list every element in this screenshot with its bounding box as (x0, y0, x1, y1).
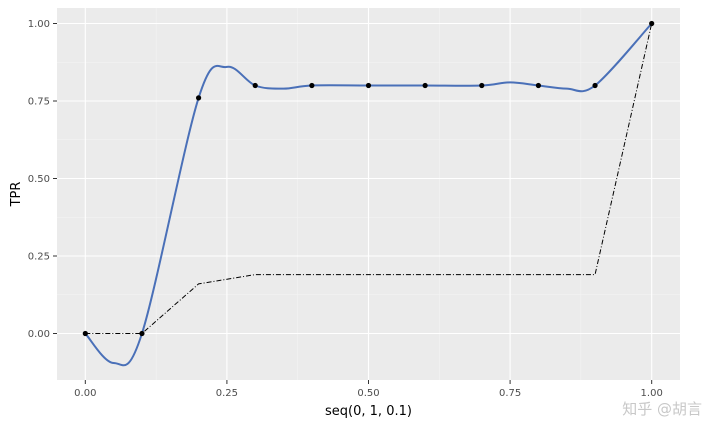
y-axis-title: TPR (9, 182, 24, 208)
axis-ticks: 0.00 0.25 0.50 0.75 1.00 0.00 0.25 0.50 0.75 1.00 (28, 19, 663, 399)
data-point (195, 95, 202, 101)
data-point (139, 330, 145, 337)
watermark: 知乎 @胡言 (622, 400, 702, 418)
dashdot-line (85, 23, 653, 334)
data-point (252, 82, 258, 89)
data-point (365, 82, 372, 89)
data-point (309, 82, 315, 89)
x-tick-label: 0.50 (357, 388, 379, 399)
y-tick-label: 1.00 (28, 19, 50, 30)
data-point (649, 20, 655, 27)
data-point (82, 330, 88, 337)
data-point (592, 82, 598, 89)
data-point (422, 82, 428, 89)
series-layer (82, 20, 655, 367)
y-tick-label: 0.00 (28, 329, 50, 340)
y-tick-label: 0.50 (28, 174, 50, 185)
data-point (535, 82, 542, 89)
x-tick-label: 0.75 (499, 388, 521, 399)
x-axis-title: seq(0, 1, 0.1) (325, 404, 412, 419)
grid-lines (57, 8, 680, 380)
data-point (479, 82, 485, 89)
x-tick-label: 0.25 (216, 388, 238, 399)
y-tick-label: 0.25 (28, 252, 50, 263)
x-tick-label: 1.00 (641, 388, 663, 399)
y-tick-label: 0.75 (28, 97, 50, 108)
x-tick-label: 0.00 (74, 388, 96, 399)
